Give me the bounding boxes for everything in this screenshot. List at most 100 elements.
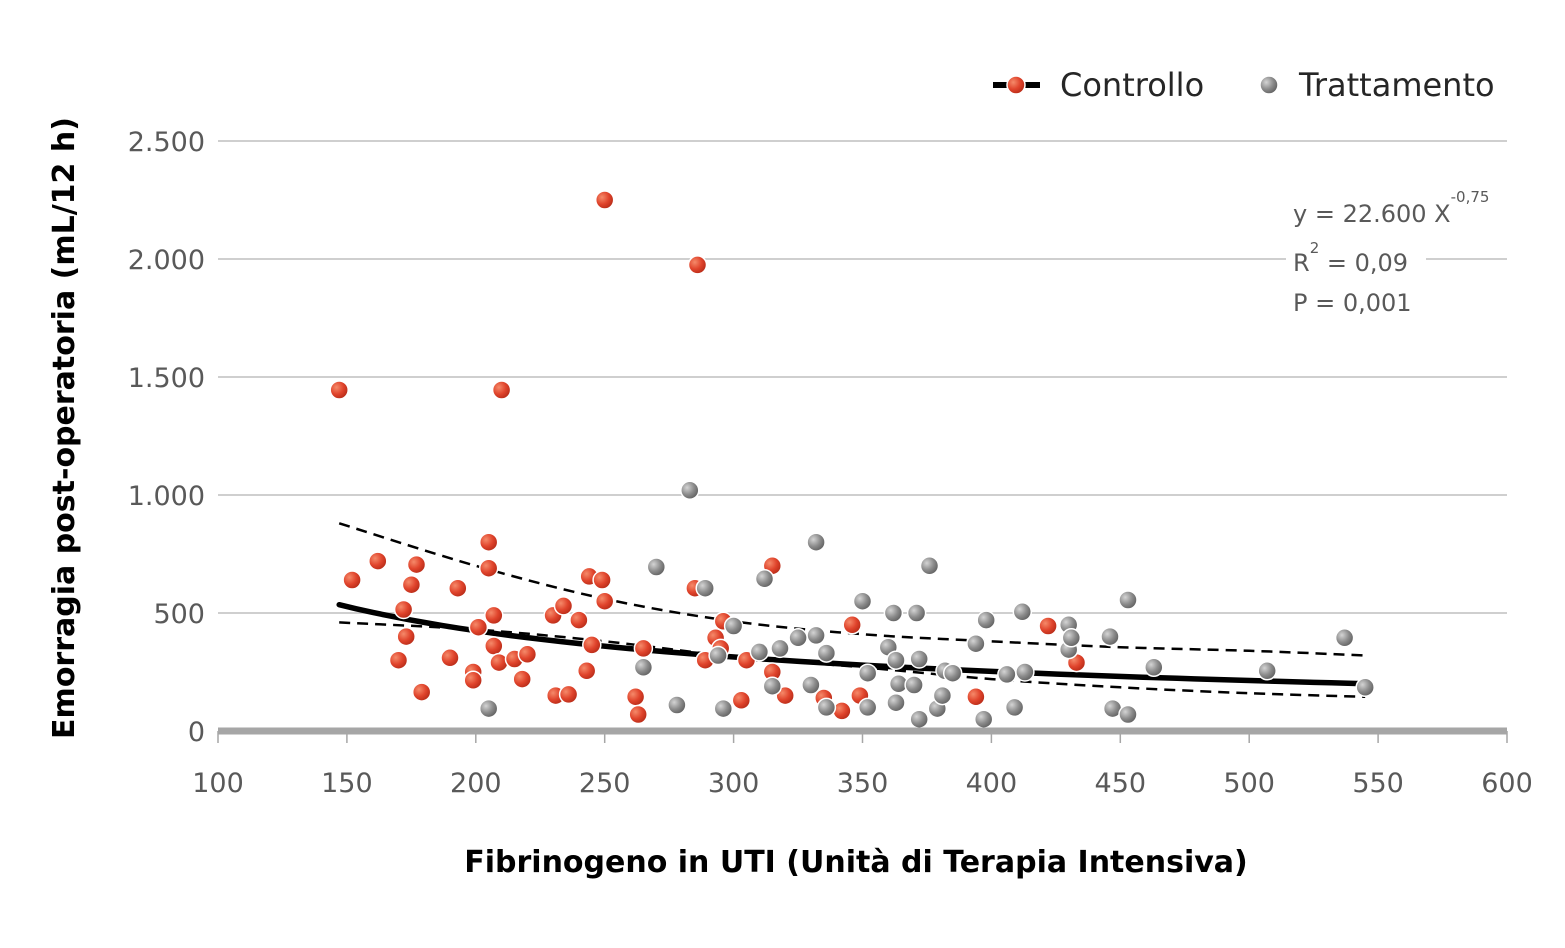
- legend-trattamento-marker: [1259, 75, 1279, 95]
- trattamento-point: [1257, 661, 1277, 681]
- trattamento-point: [788, 628, 808, 648]
- controllo-point: [576, 661, 597, 681]
- controllo-point: [463, 670, 483, 691]
- controllo-point: [517, 644, 538, 665]
- trattamento-point: [1100, 626, 1120, 647]
- controllo-point: [592, 570, 612, 590]
- controllo-point: [1038, 616, 1058, 636]
- trattamento-point: [806, 532, 826, 552]
- trattamento-point: [754, 569, 775, 589]
- trattamento-point: [478, 698, 499, 719]
- trattamento-point: [801, 675, 821, 695]
- trattamento-point: [713, 698, 734, 719]
- controllo-point: [448, 578, 468, 598]
- legend-trattamento-label: Trattamento: [1298, 66, 1495, 104]
- annotation-r-value: = 0,09: [1319, 249, 1408, 277]
- controllo-point: [625, 687, 646, 707]
- controllo-point: [633, 638, 654, 659]
- trattamento-point: [680, 480, 700, 501]
- controllo-point: [594, 190, 615, 210]
- x-axis: 100 150 200 250 300 350 400 450 500 550 600: [192, 727, 1533, 799]
- controllo-point: [329, 380, 349, 400]
- trattamento-point: [695, 578, 715, 598]
- trattamento-point: [1144, 657, 1164, 678]
- y-tick-label: 1.500: [128, 363, 205, 394]
- annotation-background: [1286, 188, 1426, 318]
- trend-line: [336, 601, 1368, 687]
- y-tick-label: 2.000: [128, 245, 205, 276]
- trattamento-point: [857, 663, 878, 683]
- trattamento-point: [1355, 677, 1375, 698]
- y-tick-label: 2.500: [128, 127, 205, 158]
- controllo-point: [401, 574, 422, 595]
- annotation-r-squared: R2 = 0,09: [1293, 239, 1408, 277]
- trattamento-point: [723, 616, 744, 636]
- x-tick-label: 300: [708, 768, 760, 799]
- trattamento-point: [909, 709, 929, 729]
- controllo-point: [628, 704, 648, 725]
- controllo-point: [440, 648, 460, 668]
- data-points: [329, 190, 1375, 729]
- annotation-p-value: P = 0,001: [1293, 289, 1412, 317]
- confidence-upper-line: [338, 522, 1366, 657]
- trattamento-point: [883, 603, 904, 623]
- trattamento-point: [708, 645, 728, 666]
- trattamento-point: [886, 692, 906, 713]
- trattamento-point: [633, 657, 654, 678]
- x-tick-label: 600: [1481, 768, 1533, 799]
- trattamento-point: [1118, 704, 1138, 725]
- legend: Controllo Trattamento: [993, 66, 1495, 104]
- x-tick-label: 500: [1223, 768, 1275, 799]
- trattamento-point: [1004, 697, 1025, 718]
- trattamento-point: [942, 663, 963, 683]
- controllo-point: [484, 605, 504, 626]
- trattamento-point: [1015, 662, 1035, 682]
- regression-annotation: y = 22.600 X-0,75 R2 = 0,09 P = 0,001: [1286, 188, 1489, 318]
- controllo-point: [553, 596, 574, 616]
- x-tick-label: 100: [192, 768, 244, 799]
- trattamento-point: [886, 650, 906, 670]
- y-tick-label: 1.000: [128, 481, 205, 512]
- annotation-equation: y = 22.600 X-0,75: [1293, 188, 1489, 228]
- trattamento-point: [1334, 628, 1355, 648]
- y-tick-label: 0: [188, 717, 205, 748]
- x-axis-title: Fibrinogeno in UTI (Unità di Terapia Int…: [464, 845, 1248, 880]
- trattamento-point: [919, 556, 940, 576]
- y-tick-label: 500: [153, 599, 205, 630]
- trattamento-point: [932, 685, 953, 706]
- trattamento-point: [852, 591, 873, 611]
- x-tick-label: 150: [321, 768, 373, 799]
- trattamento-point: [904, 675, 924, 695]
- y-axis: 0 500 1.000 1.500 2.000 2.500: [128, 127, 205, 748]
- annotation-equation-exponent: -0,75: [1451, 188, 1490, 206]
- x-tick-label: 400: [966, 768, 1018, 799]
- controllo-point: [512, 669, 532, 689]
- trattamento-point: [906, 603, 927, 623]
- trattamento-point: [857, 697, 878, 718]
- controllo-point: [731, 690, 752, 711]
- trattamento-point: [816, 643, 837, 663]
- controllo-point: [491, 380, 512, 400]
- trattamento-point: [667, 695, 687, 715]
- trattamento-point: [646, 557, 667, 577]
- controllo-point: [842, 615, 862, 635]
- controllo-point: [484, 636, 504, 656]
- x-tick-label: 550: [1352, 768, 1404, 799]
- controllo-point: [582, 635, 602, 655]
- trattamento-point: [976, 610, 996, 630]
- y-axis-title: Emorragia post-operatoria (mL/12 h): [47, 117, 82, 739]
- annotation-r-base: R: [1293, 249, 1310, 277]
- controllo-point: [594, 591, 615, 611]
- controllo-point: [966, 687, 986, 707]
- controllo-point: [342, 570, 362, 590]
- trattamento-point: [1118, 590, 1138, 610]
- x-tick-label: 350: [837, 768, 889, 799]
- controllo-point: [368, 551, 388, 571]
- controllo-point: [396, 626, 416, 647]
- controllo-point: [558, 684, 579, 705]
- annotation-equation-base: y = 22.600 X: [1293, 200, 1451, 228]
- trattamento-point: [997, 664, 1017, 685]
- trattamento-point: [1012, 602, 1033, 622]
- legend-controllo-marker: [1006, 75, 1026, 95]
